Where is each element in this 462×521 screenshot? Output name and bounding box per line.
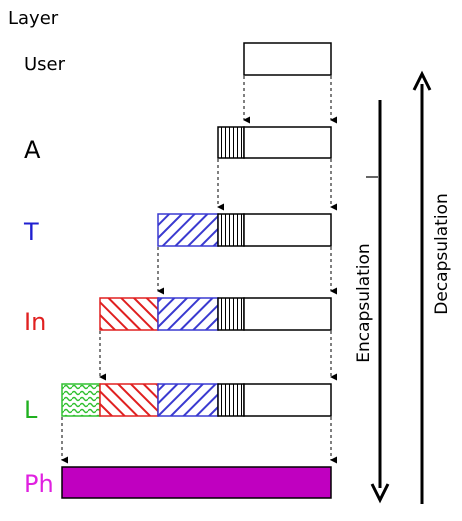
layer-label-l: L <box>24 396 38 424</box>
layer-label-a: A <box>24 136 41 164</box>
layer-label-t: T <box>23 218 39 246</box>
transport-header-block <box>157 213 219 247</box>
transport-data-block <box>243 213 332 247</box>
decapsulation-label: Decapsulation <box>432 193 452 314</box>
layer-label-ph: Ph <box>24 470 54 498</box>
link-app-header-block <box>217 383 245 417</box>
link-transport-block <box>157 383 219 417</box>
decapsulation-arrow <box>412 70 432 504</box>
network-data-block <box>243 297 332 331</box>
link-network-block <box>99 383 159 417</box>
network-transport-block <box>157 297 219 331</box>
app-data-block <box>243 126 332 159</box>
link-data-block <box>243 383 332 417</box>
transport-app-header-block <box>217 213 245 247</box>
projection-arrows <box>61 76 337 464</box>
header-title: Layer <box>8 8 59 29</box>
network-app-header-block <box>217 297 245 331</box>
encapsulation-label: Encapsulation <box>354 243 374 362</box>
encapsulation-arrow <box>370 100 390 504</box>
physical-block <box>61 466 332 499</box>
app-header-block <box>217 126 245 159</box>
network-header-block <box>99 297 159 331</box>
layer-label-user: User <box>24 54 66 75</box>
layer-label-in: In <box>24 308 46 336</box>
user-data-block <box>243 42 332 76</box>
link-header-block <box>61 383 101 417</box>
